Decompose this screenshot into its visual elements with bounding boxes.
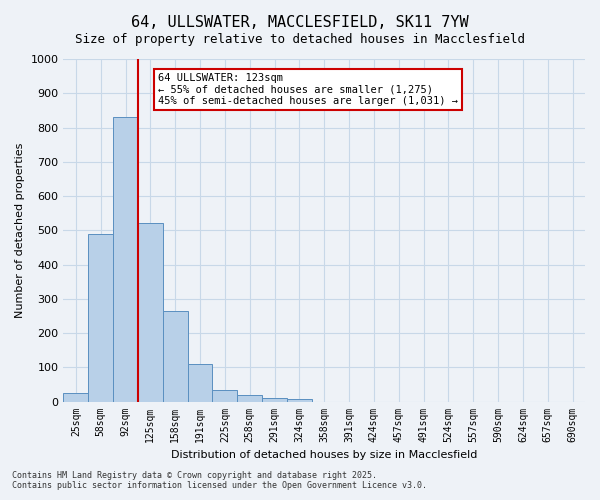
Bar bbox=[138, 224, 163, 402]
Bar bbox=[212, 390, 237, 402]
Bar bbox=[188, 364, 212, 402]
X-axis label: Distribution of detached houses by size in Macclesfield: Distribution of detached houses by size … bbox=[171, 450, 478, 460]
Bar bbox=[262, 398, 287, 402]
Bar bbox=[64, 393, 88, 402]
Bar bbox=[163, 311, 188, 402]
Text: 64, ULLSWATER, MACCLESFIELD, SK11 7YW: 64, ULLSWATER, MACCLESFIELD, SK11 7YW bbox=[131, 15, 469, 30]
Bar bbox=[88, 234, 113, 402]
Y-axis label: Number of detached properties: Number of detached properties bbox=[15, 142, 25, 318]
Bar bbox=[287, 399, 312, 402]
Text: Contains HM Land Registry data © Crown copyright and database right 2025.
Contai: Contains HM Land Registry data © Crown c… bbox=[12, 470, 427, 490]
Text: Size of property relative to detached houses in Macclesfield: Size of property relative to detached ho… bbox=[75, 32, 525, 46]
Bar bbox=[237, 394, 262, 402]
Bar bbox=[113, 117, 138, 402]
Text: 64 ULLSWATER: 123sqm
← 55% of detached houses are smaller (1,275)
45% of semi-de: 64 ULLSWATER: 123sqm ← 55% of detached h… bbox=[158, 72, 458, 106]
